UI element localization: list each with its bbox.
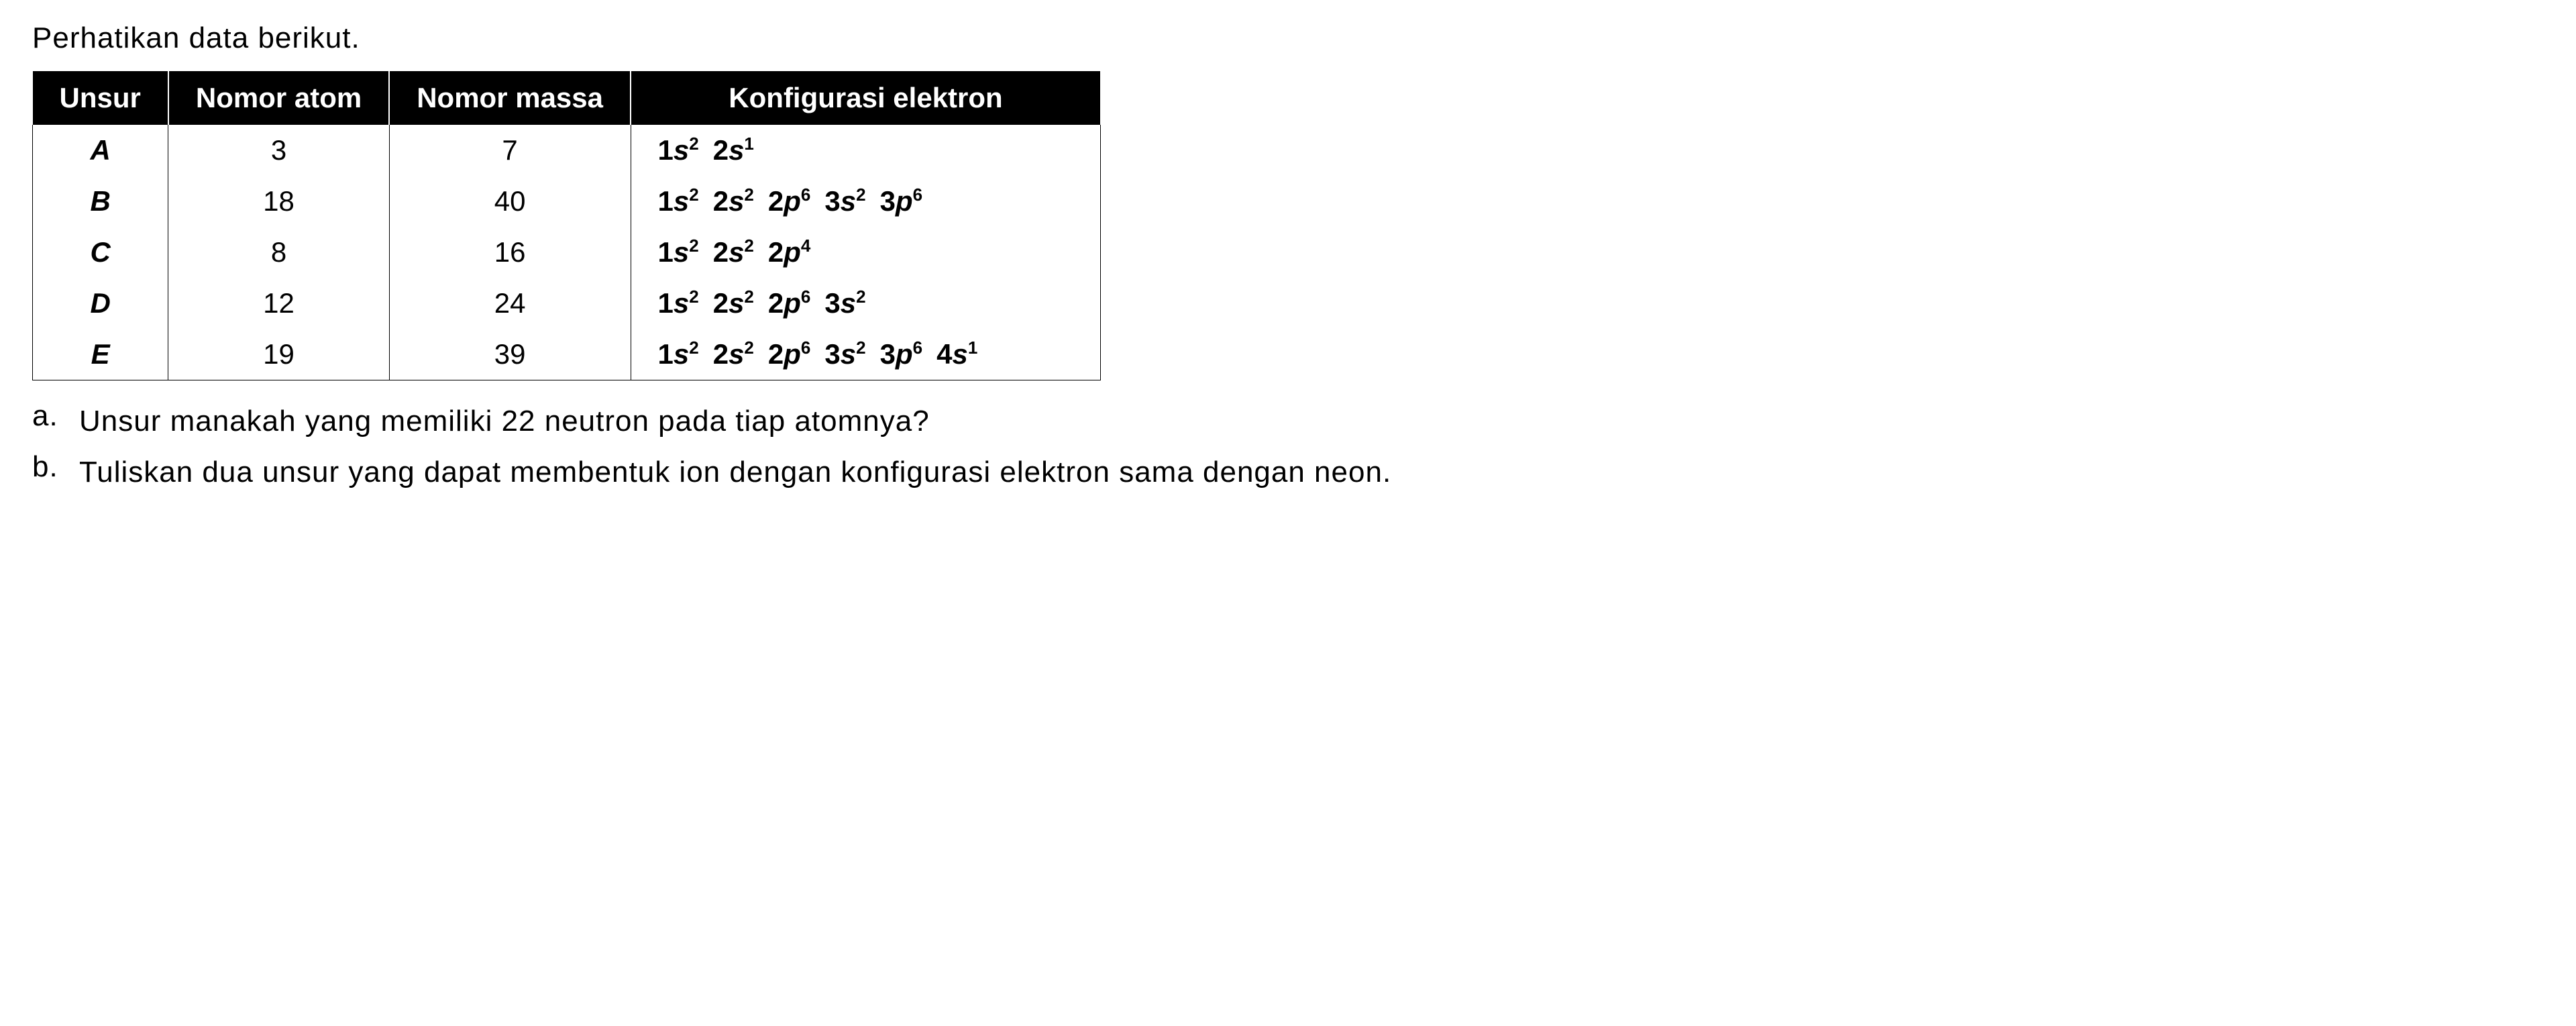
orbital: 1s2: [658, 236, 699, 268]
table-row: B18401s2 2s2 2p6 3s2 3p6: [33, 176, 1101, 227]
cell-unsur: E: [33, 329, 168, 380]
orbital: 1s2: [658, 338, 699, 370]
cell-konfigurasi-elektron: 1s2 2s2 2p6 3s2 3p6: [631, 176, 1100, 227]
orbital: 3p6: [880, 185, 923, 217]
orbital: 3s2: [824, 287, 865, 319]
cell-nomor-atom: 19: [168, 329, 389, 380]
cell-nomor-massa: 39: [389, 329, 631, 380]
question-row: a.Unsur manakah yang memiliki 22 neutron…: [32, 399, 2544, 444]
header-unsur: Unsur: [33, 71, 168, 125]
cell-unsur: D: [33, 278, 168, 329]
question-label: a.: [32, 399, 79, 444]
orbital: 2p6: [768, 185, 811, 217]
cell-konfigurasi-elektron: 1s2 2s2 2p6 3s2 3p6 4s1: [631, 329, 1100, 380]
cell-nomor-massa: 7: [389, 125, 631, 176]
orbital: 1s2: [658, 134, 699, 166]
orbital: 2p6: [768, 287, 811, 319]
cell-unsur: A: [33, 125, 168, 176]
orbital: 2s2: [713, 185, 754, 217]
cell-nomor-atom: 3: [168, 125, 389, 176]
orbital: 2p6: [768, 338, 811, 370]
question-text: Tuliskan dua unsur yang dapat membentuk …: [79, 450, 2544, 495]
orbital: 1s2: [658, 185, 699, 217]
orbital: 2s2: [713, 287, 754, 319]
orbital: 1s2: [658, 287, 699, 319]
orbital: 2s1: [713, 134, 754, 166]
header-massa: Nomor massa: [389, 71, 631, 125]
orbital: 2p4: [768, 236, 811, 268]
question-label: b.: [32, 450, 79, 495]
cell-nomor-atom: 8: [168, 227, 389, 278]
cell-konfigurasi-elektron: 1s2 2s2 2p4: [631, 227, 1100, 278]
table-row: C8161s2 2s2 2p4: [33, 227, 1101, 278]
orbital: 2s2: [713, 338, 754, 370]
questions-block: a.Unsur manakah yang memiliki 22 neutron…: [32, 399, 2544, 495]
cell-unsur: C: [33, 227, 168, 278]
orbital: 4s1: [936, 338, 977, 370]
cell-unsur: B: [33, 176, 168, 227]
orbital: 3p6: [880, 338, 923, 370]
cell-konfigurasi-elektron: 1s2 2s1: [631, 125, 1100, 176]
table-row: D12241s2 2s2 2p6 3s2: [33, 278, 1101, 329]
question-row: b.Tuliskan dua unsur yang dapat membentu…: [32, 450, 2544, 495]
orbital: 3s2: [824, 185, 865, 217]
header-atom: Nomor atom: [168, 71, 389, 125]
orbital: 2s2: [713, 236, 754, 268]
cell-nomor-massa: 16: [389, 227, 631, 278]
cell-nomor-atom: 12: [168, 278, 389, 329]
intro-text: Perhatikan data berikut.: [32, 21, 2544, 55]
table-row: A371s2 2s1: [33, 125, 1101, 176]
table-row: E19391s2 2s2 2p6 3s2 3p6 4s1: [33, 329, 1101, 380]
question-text: Unsur manakah yang memiliki 22 neutron p…: [79, 399, 2544, 444]
orbital: 3s2: [824, 338, 865, 370]
table-header-row: Unsur Nomor atom Nomor massa Konfigurasi…: [33, 71, 1101, 125]
cell-nomor-massa: 40: [389, 176, 631, 227]
elements-table: Unsur Nomor atom Nomor massa Konfigurasi…: [32, 71, 1101, 380]
header-config: Konfigurasi elektron: [631, 71, 1100, 125]
cell-konfigurasi-elektron: 1s2 2s2 2p6 3s2: [631, 278, 1100, 329]
cell-nomor-atom: 18: [168, 176, 389, 227]
cell-nomor-massa: 24: [389, 278, 631, 329]
